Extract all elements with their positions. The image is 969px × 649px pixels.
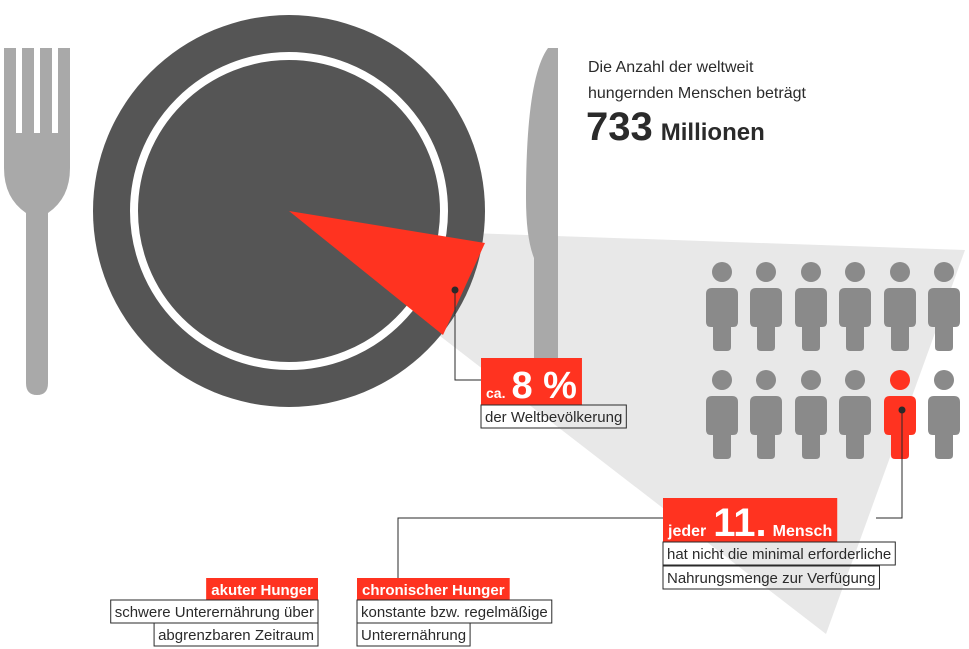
label-text: akuter Hunger (211, 582, 313, 599)
caption: der Weltbevölkerung (485, 409, 622, 426)
headline-unit: Millionen (661, 119, 765, 146)
label-text: chronischer Hunger (362, 582, 505, 599)
person-head (712, 262, 732, 282)
headline-line: hungernden Menschen beträgt (588, 85, 806, 102)
label-text: 8 % (511, 365, 576, 407)
label-text: ca. (486, 385, 505, 401)
person-head (845, 370, 865, 390)
label-text: jeder (667, 523, 706, 540)
dot (452, 287, 459, 294)
label-text: Mensch (773, 523, 833, 540)
fork (4, 48, 70, 395)
person-head (801, 370, 821, 390)
person-head (756, 262, 776, 282)
caption: Nahrungsmenge zur Verfügung (667, 570, 875, 587)
label-text: 11. (713, 501, 766, 545)
caption: konstante bzw. regelmäßige (361, 604, 548, 621)
person-head (934, 370, 954, 390)
caption: hat nicht die minimal erforderliche (667, 546, 891, 563)
person-head (801, 262, 821, 282)
headline-line: Die Anzahl der weltweit (588, 59, 754, 76)
caption: Unterernährung (361, 627, 466, 644)
dot (899, 407, 906, 414)
person-body (928, 288, 960, 351)
infographic: Die Anzahl der weltweit hungernden Mensch… (0, 0, 969, 649)
person-head (934, 262, 954, 282)
person-head (890, 262, 910, 282)
caption: schwere Unterernährung über (115, 604, 314, 621)
person-head (712, 370, 732, 390)
caption: abgrenzbaren Zeitraum (158, 627, 314, 644)
person-head (845, 262, 865, 282)
person-head (756, 370, 776, 390)
person-body (928, 396, 960, 459)
person-head (890, 370, 910, 390)
headline-number: 733 (586, 105, 653, 149)
